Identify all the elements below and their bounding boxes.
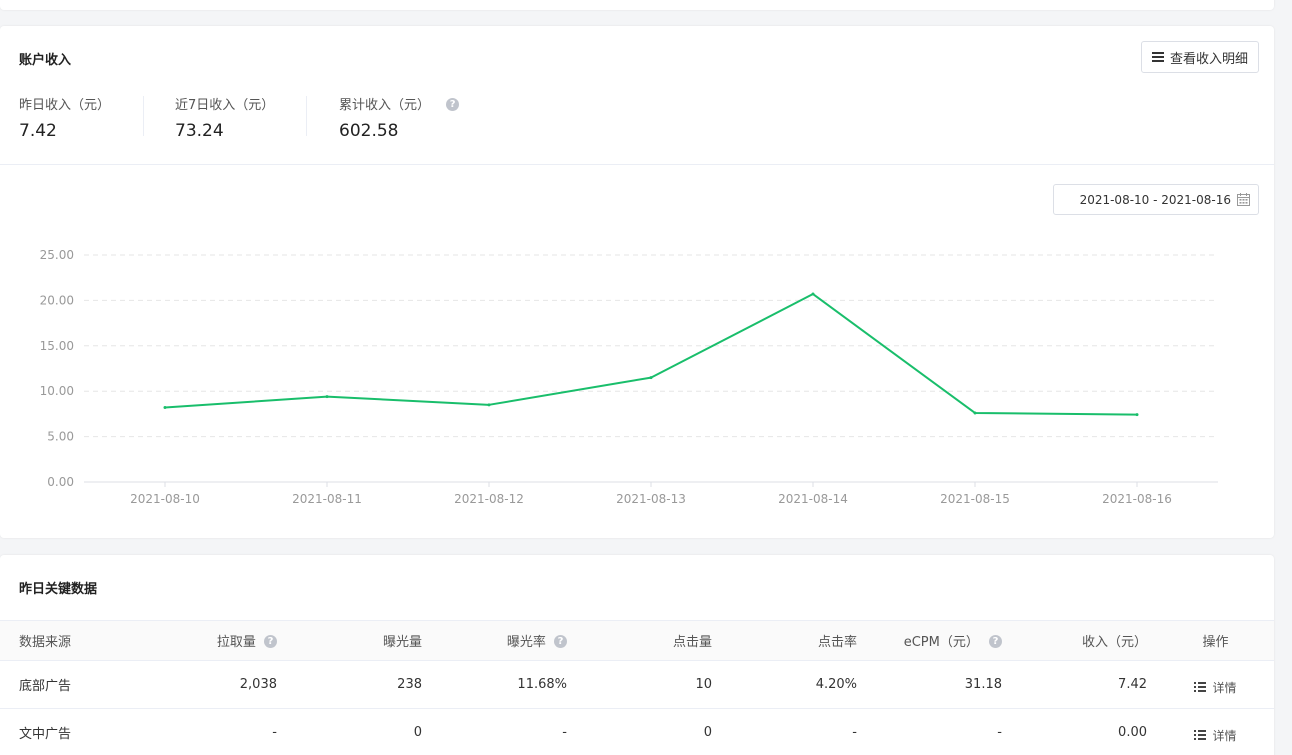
x-tick-label: 2021-08-14 <box>778 492 848 506</box>
income-line-chart: 0.00 5.00 10.00 15.00 20.00 25.00 2021-08-10 20… <box>40 248 1218 506</box>
data-point <box>811 292 815 296</box>
data-point <box>163 406 167 410</box>
detail-link[interactable]: 详情 <box>1194 679 1237 696</box>
cell-exposure: 238 <box>287 660 432 709</box>
cell-exposure: 0 <box>287 708 432 755</box>
detail-link-label: 详情 <box>1212 728 1237 743</box>
y-tick-label: 20.00 <box>40 293 74 307</box>
table-row: 文中广告 - 0 - 0 - - 0.00 详情 <box>0 708 1274 755</box>
x-tick-label: 2021-08-13 <box>616 492 686 506</box>
cell-income: 0.00 <box>1012 708 1157 755</box>
cell-ctr: 4.20% <box>722 660 867 709</box>
account-income-title: 账户收入 <box>19 53 72 68</box>
cell-clicks: 0 <box>577 708 722 755</box>
date-range-value: 2021-08-10 - 2021-08-16 <box>1079 192 1231 207</box>
detail-link[interactable]: 详情 <box>1194 727 1237 744</box>
y-tick-label: 0.00 <box>47 475 74 489</box>
col-header-pull: 拉取量 ? <box>145 620 287 661</box>
list-icon <box>1194 729 1207 741</box>
view-income-detail-button[interactable]: 查看收入明细 <box>1141 41 1259 73</box>
col-header-ecpm-label: eCPM（元） <box>903 635 979 650</box>
stat-label: 近7日收入（元） <box>175 98 275 113</box>
col-header-exposure-rate: 曝光率 ? <box>432 620 577 661</box>
cell-pull: - <box>145 708 287 755</box>
col-header-ctr: 点击率 <box>722 620 867 661</box>
cell-ecpm: 31.18 <box>867 660 1012 709</box>
stat-divider <box>143 96 144 136</box>
previous-card <box>0 0 1274 10</box>
cell-op: 详情 <box>1157 660 1274 709</box>
calendar-icon <box>1237 193 1250 206</box>
help-icon[interactable]: ? <box>264 635 277 648</box>
account-income-card: 账户收入 查看收入明细 昨日收入（元） 7.42 近7日收入（元） 73.24 … <box>0 26 1274 538</box>
cell-ctr: - <box>722 708 867 755</box>
menu-icon <box>1151 52 1164 62</box>
detail-link-label: 详情 <box>1212 680 1237 695</box>
stat-label: 累计收入（元） ? <box>339 94 460 113</box>
cell-op: 详情 <box>1157 708 1274 755</box>
key-data-title: 昨日关键数据 <box>19 582 98 597</box>
date-range-picker[interactable]: 2021-08-10 - 2021-08-16 <box>1053 184 1259 215</box>
col-header-clicks: 点击量 <box>577 620 722 661</box>
y-tick-label: 15.00 <box>40 339 74 353</box>
col-header-pull-label: 拉取量 <box>216 635 256 650</box>
stat-value: 73.24 <box>175 121 224 141</box>
table-header-row: 数据来源 拉取量 ? 曝光量 曝光率 ? 点击量 点击率 eCPM（元） ? 收… <box>0 620 1274 661</box>
col-header-source: 数据来源 <box>0 620 145 661</box>
x-tick-label: 2021-08-15 <box>940 492 1010 506</box>
data-point <box>487 403 491 407</box>
divider <box>0 164 1274 165</box>
data-point <box>649 376 653 380</box>
stat-value: 602.58 <box>339 121 399 141</box>
series-line <box>164 293 1138 416</box>
key-data-table: 数据来源 拉取量 ? 曝光量 曝光率 ? 点击量 点击率 eCPM（元） ? 收… <box>0 620 1274 755</box>
help-icon[interactable]: ? <box>989 635 1002 648</box>
col-header-exposure: 曝光量 <box>287 620 432 661</box>
data-point <box>1135 413 1139 417</box>
x-tick-label: 2021-08-12 <box>454 492 524 506</box>
stat-7day-income: 近7日收入（元） 73.24 <box>175 94 274 141</box>
x-tick-label: 2021-08-11 <box>292 492 362 506</box>
cell-clicks: 10 <box>577 660 722 709</box>
help-icon[interactable]: ? <box>446 98 460 111</box>
stat-value: 7.42 <box>19 121 57 141</box>
stat-label: 昨日收入（元） <box>19 98 111 113</box>
col-header-op: 操作 <box>1157 620 1274 661</box>
cell-source: 文中广告 <box>0 708 145 755</box>
stat-total-income: 累计收入（元） ? 602.58 <box>339 94 460 141</box>
col-header-income: 收入（元） <box>1012 620 1157 661</box>
stat-divider <box>306 96 307 136</box>
cell-pull: 2,038 <box>145 660 287 709</box>
cell-ecpm: - <box>867 708 1012 755</box>
stat-yesterday-income: 昨日收入（元） 7.42 <box>19 94 110 141</box>
list-icon <box>1194 681 1207 693</box>
key-data-card: 昨日关键数据 数据来源 拉取量 ? 曝光量 曝光率 ? 点击量 点击率 <box>0 555 1274 755</box>
col-header-exposure-rate-label: 曝光率 <box>506 635 546 650</box>
x-tick-label: 2021-08-10 <box>130 492 200 506</box>
view-income-detail-label: 查看收入明细 <box>1169 51 1248 67</box>
stat-label-text: 累计收入（元） <box>339 98 431 113</box>
cell-source: 底部广告 <box>0 660 145 709</box>
x-tick-label: 2021-08-16 <box>1102 492 1172 506</box>
cell-income: 7.42 <box>1012 660 1157 709</box>
y-tick-label: 5.00 <box>47 430 74 444</box>
data-point <box>325 395 329 399</box>
help-icon[interactable]: ? <box>554 635 567 648</box>
cell-exposure-rate: 11.68% <box>432 660 577 709</box>
cell-exposure-rate: - <box>432 708 577 755</box>
col-header-ecpm: eCPM（元） ? <box>867 620 1012 661</box>
data-point <box>973 411 977 415</box>
table-row: 底部广告 2,038 238 11.68% 10 4.20% 31.18 7.4… <box>0 660 1274 709</box>
y-tick-label: 25.00 <box>40 248 74 262</box>
y-tick-label: 10.00 <box>40 384 74 398</box>
